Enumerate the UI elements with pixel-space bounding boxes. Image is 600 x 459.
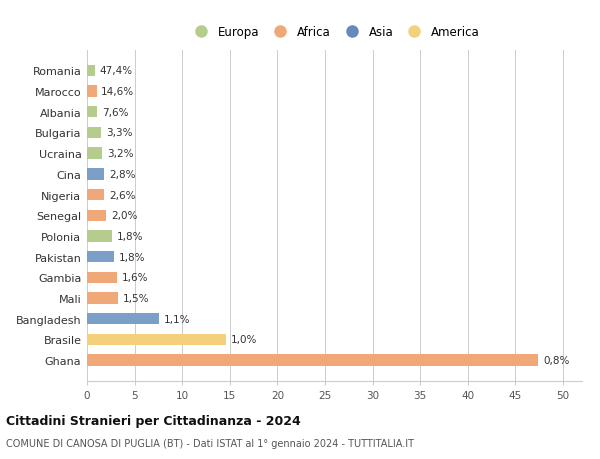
Text: 3,2%: 3,2%	[107, 149, 133, 159]
Bar	[87, 231, 112, 242]
Text: 1,0%: 1,0%	[231, 335, 257, 345]
Bar	[87, 107, 97, 118]
Text: 1,8%: 1,8%	[116, 231, 143, 241]
Text: 1,5%: 1,5%	[123, 293, 149, 303]
Text: 2,8%: 2,8%	[109, 169, 136, 179]
Text: Cittadini Stranieri per Cittadinanza - 2024: Cittadini Stranieri per Cittadinanza - 2…	[6, 414, 301, 428]
Bar	[87, 148, 102, 159]
Text: 2,0%: 2,0%	[111, 211, 137, 221]
Bar	[87, 334, 226, 345]
Legend: Europa, Africa, Asia, America: Europa, Africa, Asia, America	[187, 23, 482, 41]
Text: COMUNE DI CANOSA DI PUGLIA (BT) - Dati ISTAT al 1° gennaio 2024 - TUTTITALIA.IT: COMUNE DI CANOSA DI PUGLIA (BT) - Dati I…	[6, 438, 414, 448]
Bar	[87, 169, 104, 180]
Bar	[87, 86, 97, 97]
Bar	[87, 190, 104, 201]
Text: 1,1%: 1,1%	[164, 314, 191, 324]
Bar	[87, 66, 95, 77]
Text: 3,3%: 3,3%	[106, 128, 133, 138]
Bar	[87, 210, 106, 221]
Text: 2,6%: 2,6%	[109, 190, 136, 200]
Bar	[87, 128, 101, 139]
Bar	[87, 293, 118, 304]
Bar	[87, 272, 118, 283]
Text: 1,6%: 1,6%	[122, 273, 149, 283]
Text: 0,8%: 0,8%	[543, 355, 569, 365]
Bar	[87, 313, 160, 325]
Text: 47,4%: 47,4%	[100, 66, 133, 76]
Text: 7,6%: 7,6%	[102, 107, 129, 118]
Text: 14,6%: 14,6%	[101, 87, 134, 97]
Bar	[87, 355, 538, 366]
Bar	[87, 252, 113, 263]
Text: 1,8%: 1,8%	[118, 252, 145, 262]
